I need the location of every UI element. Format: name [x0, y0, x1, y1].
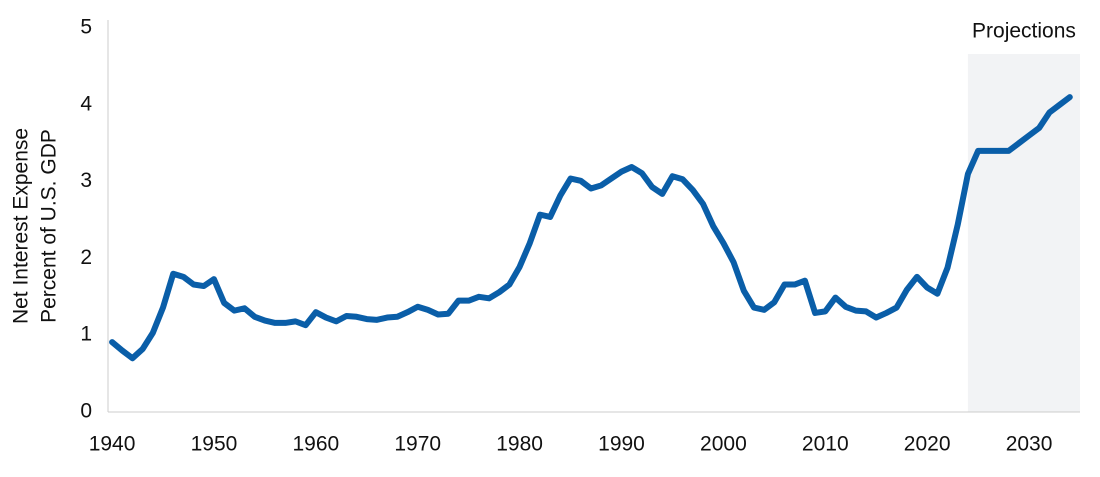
y-tick-label: 5	[80, 16, 92, 39]
y-tick-label: 1	[80, 323, 92, 346]
x-tick-label: 1960	[292, 433, 339, 456]
x-tick-label: 1970	[394, 433, 441, 456]
y-tick-label: 0	[80, 400, 92, 423]
annotation: Projections	[972, 20, 1076, 43]
y-tick-label: 3	[80, 169, 92, 192]
x-tick-label: 1950	[191, 433, 238, 456]
y-axis-label: Percent of U.S. GDP	[38, 129, 61, 323]
x-tick-label: 1940	[89, 433, 136, 456]
x-tick-label: 2020	[904, 433, 951, 456]
y-tick-label: 4	[80, 92, 92, 115]
y-axis-label: Net Interest Expense	[10, 128, 33, 324]
line	[109, 94, 1073, 362]
x-tick-label: 2000	[700, 433, 747, 456]
x-tick-label: 2030	[1006, 433, 1053, 456]
x-tick-label: 2010	[802, 433, 849, 456]
x-tick-label: 1990	[598, 433, 645, 456]
x-tick-label: 1980	[496, 433, 543, 456]
projection-region	[967, 54, 1080, 412]
y-tick-label: 2	[80, 246, 92, 269]
